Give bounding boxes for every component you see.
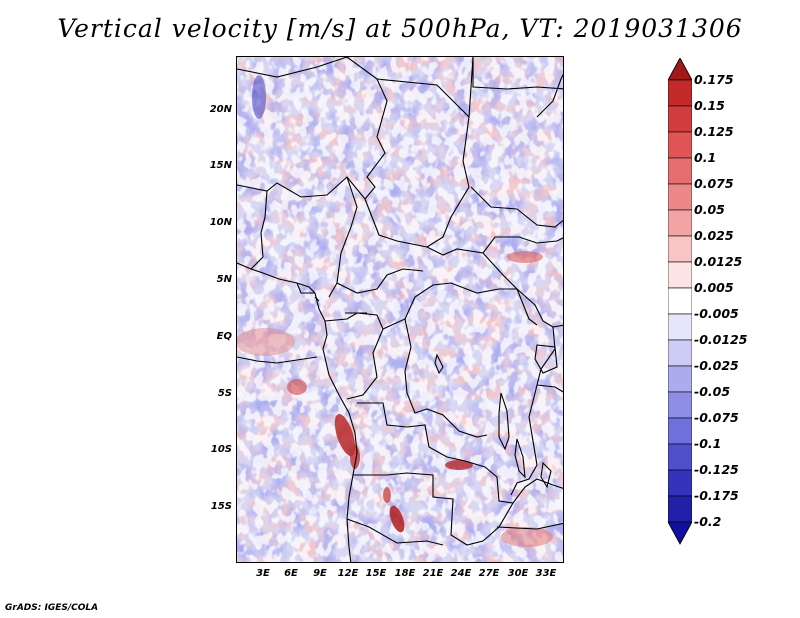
colorbar-box: [668, 495, 692, 523]
colorbar-box: [668, 339, 692, 367]
lon-label-30e: 30E: [507, 568, 529, 579]
lat-label-eq: EQ: [216, 331, 232, 342]
colorbar-label: -0.05: [694, 384, 731, 399]
colorbar-label: -0.1: [694, 436, 722, 451]
velocity-map: [236, 56, 564, 563]
lat-label-10s: 10S: [210, 444, 232, 455]
colorbar-box: [668, 235, 692, 263]
lon-label-21e: 21E: [422, 568, 444, 579]
grads-credit: GrADS: IGES/COLA: [5, 603, 99, 613]
colorbar-label: -0.125: [694, 462, 739, 477]
lon-label-27e: 27E: [478, 568, 500, 579]
colorbar-label: -0.0125: [694, 332, 748, 347]
lon-label-3e: 3E: [256, 568, 270, 579]
colorbar-box: [668, 183, 692, 211]
convective-cores: [237, 75, 553, 547]
colorbar-label: 0.1: [694, 150, 717, 165]
colorbar-box: [668, 105, 692, 133]
colorbar-label: 0.05: [694, 202, 725, 217]
lon-label-12e: 12E: [337, 568, 359, 579]
colorbar-box: [668, 157, 692, 185]
colorbar-box: [668, 261, 692, 289]
lat-label-10n: 10N: [209, 217, 232, 228]
colorbar-top-cap: [668, 58, 692, 81]
colorbar-label: 0.15: [694, 98, 725, 113]
lon-label-9e: 9E: [313, 568, 327, 579]
colorbar-label: 0.175: [694, 72, 734, 87]
colorbar-label: -0.075: [694, 410, 739, 425]
colorbar-box: [668, 287, 692, 315]
colorbar-label: 0.005: [694, 280, 734, 295]
field-white-layer: [237, 57, 563, 562]
colorbar-label: 0.075: [694, 176, 734, 191]
colorbar-bottom-cap: [668, 521, 692, 545]
country-borders: [237, 57, 563, 562]
colorbar-label: -0.005: [694, 306, 739, 321]
colorbar-label: -0.2: [694, 514, 722, 529]
colorbar-label: 0.025: [694, 228, 734, 243]
lon-label-33e: 33E: [535, 568, 557, 579]
colorbar-box: [668, 313, 692, 341]
lat-label-20n: 20N: [209, 104, 232, 115]
colorbar: [668, 58, 692, 545]
colorbar-label: 0.0125: [694, 254, 743, 269]
colorbar-label: -0.025: [694, 358, 739, 373]
chart-title: Vertical velocity [m/s] at 500hPa, VT: 2…: [57, 14, 743, 43]
colorbar-box: [668, 469, 692, 497]
colorbar-box: [668, 391, 692, 419]
colorbar-box: [668, 365, 692, 393]
colorbar-box: [668, 417, 692, 445]
lat-label-15n: 15N: [209, 160, 232, 171]
lon-label-24e: 24E: [450, 568, 472, 579]
colorbar-box: [668, 443, 692, 471]
colorbar-box: [668, 131, 692, 159]
lat-label-5n: 5N: [216, 274, 232, 285]
lat-label-5s: 5S: [217, 388, 232, 399]
colorbar-label: -0.175: [694, 488, 739, 503]
lon-label-6e: 6E: [284, 568, 298, 579]
lon-label-18e: 18E: [394, 568, 416, 579]
velocity-field-svg: [237, 57, 563, 562]
colorbar-label: 0.125: [694, 124, 734, 139]
lon-label-15e: 15E: [365, 568, 387, 579]
colorbar-box: [668, 79, 692, 107]
colorbar-box: [668, 209, 692, 237]
lat-label-15s: 15S: [210, 501, 232, 512]
